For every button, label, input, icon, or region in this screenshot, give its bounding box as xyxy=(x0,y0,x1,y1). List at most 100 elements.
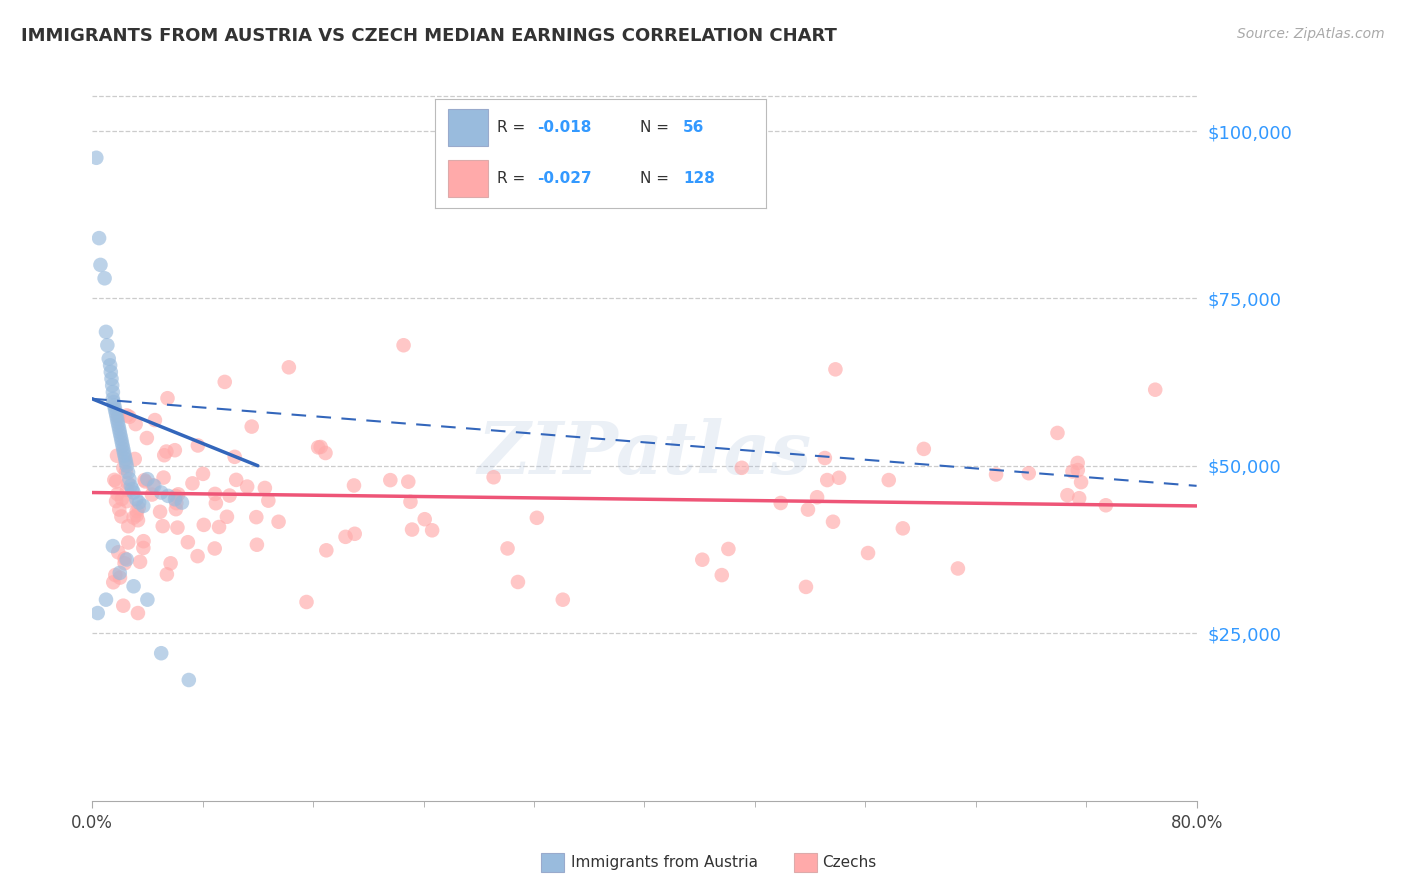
Point xyxy=(114,449,136,463)
Point xyxy=(132,499,155,513)
Point xyxy=(710,568,733,582)
Point xyxy=(891,521,914,535)
Point xyxy=(177,673,200,687)
Point xyxy=(112,599,135,613)
Point xyxy=(946,561,969,575)
Point xyxy=(1062,465,1084,479)
Point xyxy=(295,595,318,609)
Point xyxy=(134,475,156,489)
Point xyxy=(315,543,337,558)
Point xyxy=(551,592,574,607)
Point xyxy=(141,487,163,501)
Point xyxy=(1095,498,1118,512)
Point xyxy=(103,575,125,590)
Point xyxy=(101,378,124,392)
Point xyxy=(115,455,138,469)
Point xyxy=(117,535,139,549)
Point xyxy=(187,438,209,452)
Point xyxy=(127,606,149,620)
Point xyxy=(112,442,135,456)
Point xyxy=(877,473,900,487)
Point xyxy=(165,502,187,516)
Point xyxy=(134,473,156,487)
Point xyxy=(127,513,149,527)
Point xyxy=(236,479,259,493)
Point xyxy=(1069,491,1091,506)
Point xyxy=(108,425,131,440)
Point xyxy=(100,372,122,386)
Point xyxy=(912,442,935,456)
Point xyxy=(156,391,179,405)
Point xyxy=(136,592,159,607)
Point xyxy=(112,445,135,459)
Point xyxy=(794,580,817,594)
Point xyxy=(110,509,132,524)
Point xyxy=(156,567,179,582)
Point xyxy=(420,524,443,538)
Point xyxy=(101,385,124,400)
Point xyxy=(314,446,336,460)
Point xyxy=(93,271,115,285)
Text: IMMIGRANTS FROM AUSTRIA VS CZECH MEDIAN EARNINGS CORRELATION CHART: IMMIGRANTS FROM AUSTRIA VS CZECH MEDIAN … xyxy=(21,27,837,45)
Point xyxy=(111,439,134,453)
Point xyxy=(181,476,204,491)
Point xyxy=(204,487,226,501)
Point xyxy=(94,592,117,607)
Point xyxy=(153,448,176,462)
Point xyxy=(117,466,139,480)
Text: ZIPatlas: ZIPatlas xyxy=(477,418,811,489)
Point xyxy=(224,450,246,464)
Point xyxy=(277,360,299,375)
Point xyxy=(380,473,402,487)
Point xyxy=(108,502,131,516)
Point xyxy=(108,571,131,585)
Point xyxy=(163,443,186,458)
Point xyxy=(155,444,177,458)
Point xyxy=(101,392,124,406)
Point xyxy=(142,478,165,492)
Point xyxy=(94,325,117,339)
Point xyxy=(193,517,215,532)
Point xyxy=(115,409,138,423)
Point xyxy=(125,504,148,518)
Point xyxy=(208,520,231,534)
Point xyxy=(166,520,188,534)
Point xyxy=(204,541,226,556)
Point xyxy=(814,450,837,465)
Point xyxy=(343,478,366,492)
Point xyxy=(103,395,125,409)
Point xyxy=(135,431,157,445)
Point xyxy=(96,338,118,352)
Point xyxy=(132,541,155,555)
Point xyxy=(401,523,423,537)
Point xyxy=(245,510,267,524)
Point xyxy=(105,409,128,423)
Point xyxy=(111,435,134,450)
Point xyxy=(165,489,187,503)
Point xyxy=(108,566,131,580)
Point xyxy=(110,428,132,442)
Text: Source: ZipAtlas.com: Source: ZipAtlas.com xyxy=(1237,27,1385,41)
Point xyxy=(267,515,290,529)
Point xyxy=(399,495,422,509)
Point xyxy=(152,470,174,484)
Point xyxy=(225,473,247,487)
Point xyxy=(506,574,529,589)
Point xyxy=(122,485,145,500)
Point xyxy=(129,555,152,569)
Point xyxy=(105,494,128,508)
Point xyxy=(132,534,155,549)
Point xyxy=(114,465,136,479)
Point xyxy=(482,470,505,484)
Point xyxy=(107,487,129,501)
Point xyxy=(115,552,138,566)
Point xyxy=(1046,425,1069,440)
Point xyxy=(86,151,108,165)
Point xyxy=(187,549,209,563)
Point xyxy=(170,495,193,509)
Point xyxy=(121,482,143,496)
Point xyxy=(413,512,436,526)
Point xyxy=(769,496,792,510)
Point xyxy=(396,475,419,489)
Point xyxy=(159,557,181,571)
